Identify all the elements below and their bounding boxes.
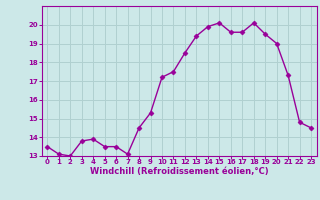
X-axis label: Windchill (Refroidissement éolien,°C): Windchill (Refroidissement éolien,°C) <box>90 167 268 176</box>
